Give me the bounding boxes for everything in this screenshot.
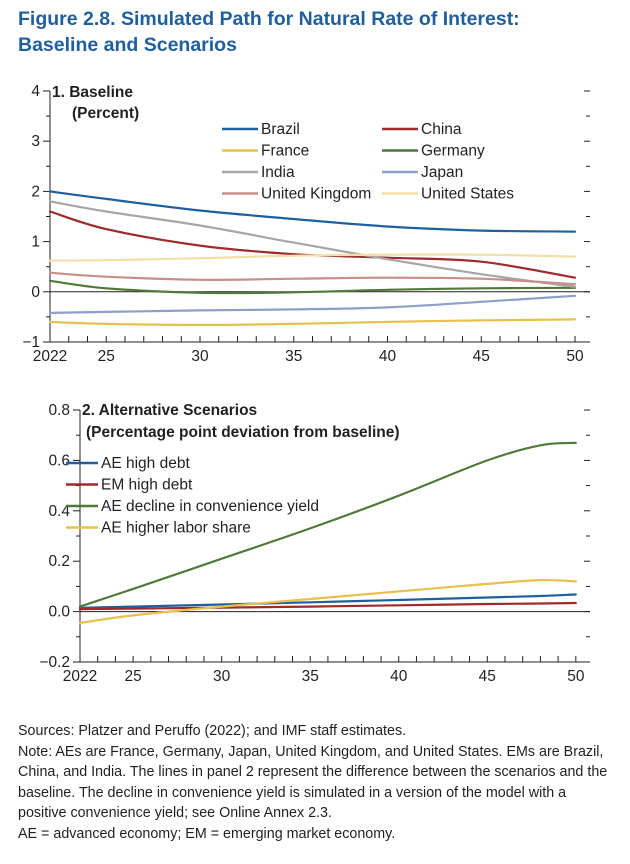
panel-1-legend-label: France [261,143,309,160]
panel-2-series-lines [78,441,577,624]
panel-1-x-tick-label: 35 [285,348,302,365]
figure-notes: Sources: Platzer and Peruffo (2022); and… [18,721,618,844]
panel-1-series-line-china [48,210,577,279]
abbreviations-text: AE = advanced economy; EM = emerging mar… [18,825,396,842]
panel-2-legend: AE high debt EM high debt AE decline in co… [66,455,319,537]
panel-1-legend-label: United Kingdom [261,186,371,203]
scenarios-chart: 2022 25 30 35 40 45 50 −0.2 0.0 0.2 0.4 0.6 0.8 2. … [39,402,590,685]
panel-1-y-tick-label: 4 [31,83,40,100]
figure-title-line-2: Baseline and Scenarios [18,34,237,56]
panel-1-series-line-united-kingdom [48,271,577,286]
panel-2-y-tick-label: 0.0 [48,604,70,621]
panel-2-title: 2. Alternative Scenarios [82,402,257,419]
panel-2-y-ticks: −0.2 0.0 0.2 0.4 0.6 0.8 [39,402,590,671]
panel-1-x-tick-label: 45 [473,348,490,365]
panel-1-legend-label: Germany [421,143,485,160]
figure-title-line-1: Figure 2.8. Simulated Path for Natural R… [18,8,520,30]
panel-2-x-tick-label: 30 [213,668,231,685]
panel-1-series-line-united-states [48,253,577,262]
panel-1-subtitle: (Percent) [72,105,139,122]
panel-1-x-tick-label: 30 [191,348,209,365]
panel-1-series-line-germany [48,279,577,295]
panel-1-x-tick-label: 40 [379,348,397,365]
panel-2-legend-label: AE high debt [101,455,190,472]
figure-title: Figure 2.8. Simulated Path for Natural R… [18,6,618,58]
panel-2-series-line-ae-high-debt [78,593,577,609]
panel-2-series-line-ae-higher-labor-share [78,578,577,624]
panel-2-y-tick-label: 0.8 [48,402,70,419]
panel-1-x-ticks: 2022 25 30 35 40 45 50 [33,336,584,365]
panel-1-y-tick-label: 3 [31,133,40,150]
panel-1-y-tick-label: 1 [31,234,40,251]
panel-1-axes [49,91,590,343]
note-text: Note: AEs are France, Germany, Japan, Un… [18,743,608,822]
panel-2-subtitle: (Percentage point deviation from baselin… [86,424,400,441]
panel-1-y-tick-label: −1 [22,334,40,351]
panel-1-legend-label: United States [421,186,514,203]
panel-2-x-tick-label: 35 [302,668,319,685]
panel-2-x-tick-label: 50 [567,668,585,685]
panel-2-legend-label: AE higher labor share [101,520,251,537]
panel-1-x-tick-label: 2022 [33,348,67,365]
panel-2-y-tick-label: 0.2 [48,553,70,570]
baseline-chart: 2022 25 30 35 40 45 50 −1 0 1 2 3 4 1. Baseline (Pe… [22,83,590,365]
panel-1-x-tick-label: 50 [566,348,584,365]
panel-2-x-tick-label: 2022 [63,668,97,685]
panel-1-y-tick-label: 2 [31,183,40,200]
panel-1-legend-label: Brazil [261,121,300,138]
panel-2-y-tick-label: −0.2 [39,654,70,671]
panel-2-x-tick-label: 25 [125,668,142,685]
panel-1-series-line-france [48,318,577,327]
panel-2-x-ticks: 2022 25 30 35 40 45 50 [63,656,585,685]
panel-1-series-line-japan [48,294,577,314]
panel-1-x-tick-label: 25 [98,348,115,365]
panel-2-series-line-em-high-debt [78,601,577,611]
panel-2-y-tick-label: 0.6 [48,452,70,469]
panel-2-x-tick-label: 45 [479,668,496,685]
panel-1-series-line-brazil [48,190,577,233]
panel-1-legend-label: China [421,121,462,138]
sources-text: Sources: Platzer and Peruffo (2022); and… [18,723,407,739]
panel-2-x-tick-label: 40 [390,668,408,685]
panel-1-y-tick-label: 0 [31,284,40,301]
panel-2-legend-label: EM high debt [101,477,193,494]
panel-2-legend-label: AE decline in convenience yield [101,498,319,515]
panel-1-title: 1. Baseline [52,84,133,101]
panel-1-legend-label: India [261,164,295,181]
panel-1-legend: Brazil China France Germany India Japan United… [222,121,514,203]
panel-1-series-line-india [48,200,577,288]
panel-1-series-lines [48,190,577,327]
panel-2-y-tick-label: 0.4 [48,503,70,520]
panel-1-legend-label: Japan [421,164,463,181]
panel-2-series-line-ae-decline-in-convenience-yield [78,441,577,608]
